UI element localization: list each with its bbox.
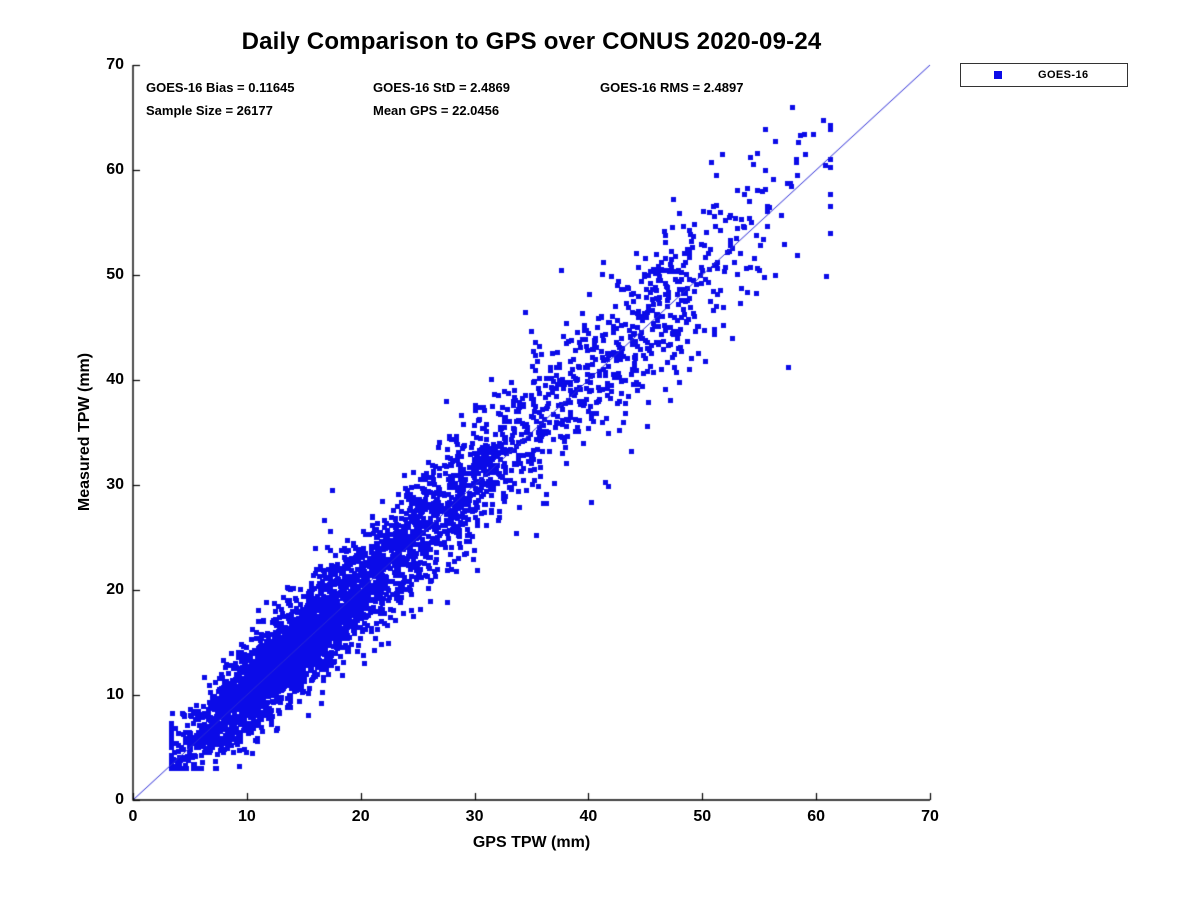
- y-tick-label: 10: [106, 686, 124, 703]
- annotation-bias: GOES-16 Bias = 0.11645: [146, 80, 295, 95]
- legend: GOES-16: [960, 63, 1128, 87]
- y-tick-label: 30: [106, 476, 124, 493]
- x-tick-label: 10: [237, 808, 256, 825]
- x-axis-label: GPS TPW (mm): [472, 834, 591, 851]
- x-tick-label: 40: [579, 808, 598, 825]
- legend-entry-label: GOES-16: [1038, 69, 1089, 81]
- x-tick-label: 70: [921, 808, 939, 825]
- annotation-std: GOES-16 StD = 2.4869: [373, 80, 510, 95]
- x-tick-label: 0: [128, 808, 138, 825]
- annotation-sample-size: Sample Size = 26177: [146, 103, 273, 118]
- chart-title: Daily Comparison to GPS over CONUS 2020-…: [241, 28, 822, 55]
- y-tick-label: 0: [115, 791, 124, 808]
- x-tick-label: 60: [807, 808, 826, 825]
- legend-marker-square-icon: [994, 71, 1002, 79]
- y-axis-label: Measured TPW (mm): [76, 352, 93, 512]
- x-tick-label: 50: [693, 808, 712, 825]
- y-tick-label: 50: [106, 266, 124, 283]
- y-tick-label: 20: [106, 581, 124, 598]
- y-tick-label: 70: [106, 56, 124, 73]
- x-tick-label: 30: [465, 808, 484, 825]
- y-tick-label: 60: [106, 161, 124, 178]
- annotation-mean-gps: Mean GPS = 22.0456: [373, 103, 500, 118]
- annotation-rms: GOES-16 RMS = 2.4897: [600, 80, 744, 95]
- x-tick-label: 20: [351, 808, 370, 825]
- y-tick-label: 40: [106, 371, 124, 388]
